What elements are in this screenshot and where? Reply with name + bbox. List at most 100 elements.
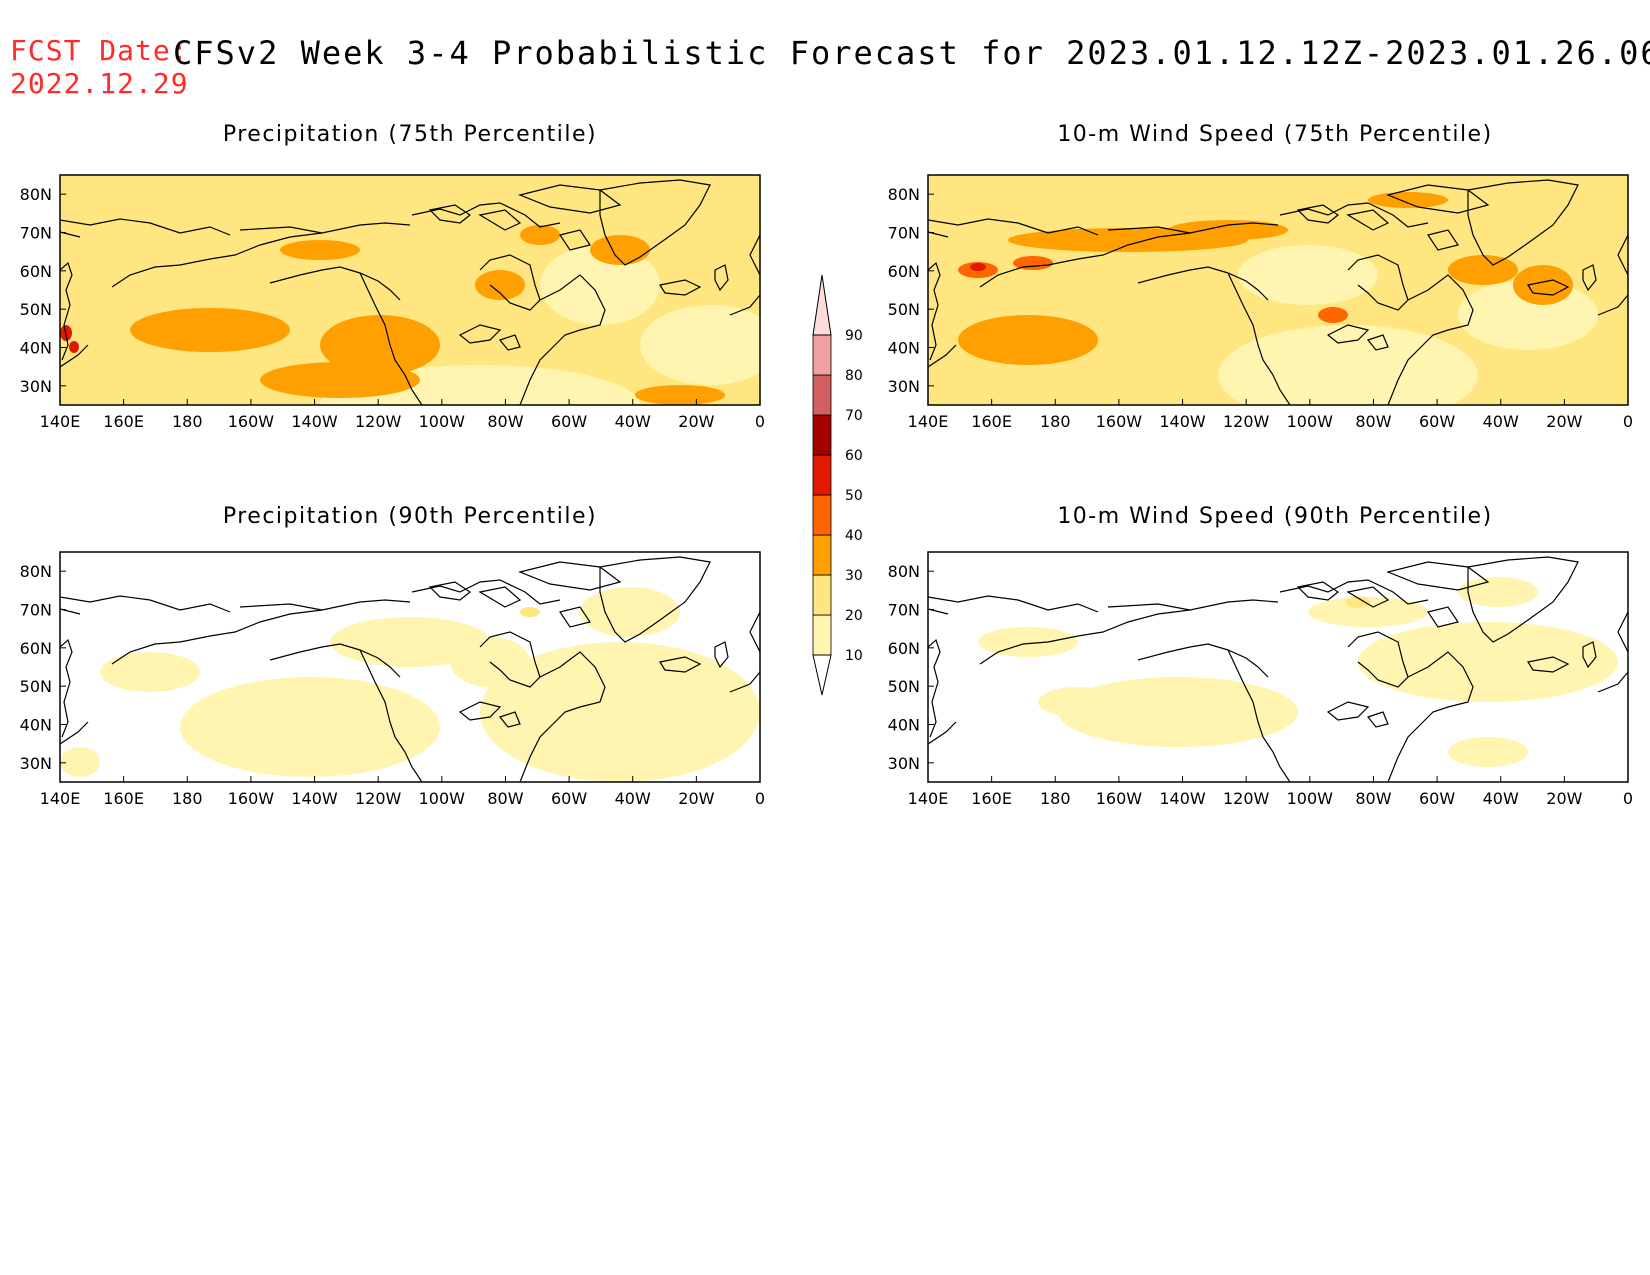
lon-tick-label: 180 xyxy=(172,412,203,431)
lat-tick-label: 50N xyxy=(20,677,52,696)
lon-tick-label: 0 xyxy=(1623,412,1633,431)
lat-tick-label: 50N xyxy=(20,300,52,319)
lon-tick-label: 100W xyxy=(419,412,466,431)
colorbar-label: 10 xyxy=(845,648,863,664)
lon-tick-label: 160E xyxy=(103,789,144,808)
lon-tick-label: 180 xyxy=(172,789,203,808)
lon-tick-label: 180 xyxy=(1040,789,1071,808)
colorbar-swatch xyxy=(812,494,832,536)
lon-tick-label: 60W xyxy=(1419,789,1455,808)
lat-tick-label: 30N xyxy=(20,754,52,773)
lon-tick-label: 80W xyxy=(487,412,523,431)
lon-tick-label: 100W xyxy=(1287,412,1334,431)
lon-tick-label: 60W xyxy=(1419,412,1455,431)
colorbar-label: 20 xyxy=(845,608,863,624)
lon-tick-label: 120W xyxy=(1223,789,1270,808)
fcst-date: 2022.12.29 xyxy=(10,67,189,100)
lat-tick-label: 80N xyxy=(888,185,920,204)
lon-tick-label: 140W xyxy=(1159,789,1206,808)
panel-title-wind-90: 10-m Wind Speed (90th Percentile) xyxy=(1057,504,1493,529)
lat-tick-label: 60N xyxy=(888,262,920,281)
colorbar-swatch xyxy=(812,274,832,336)
map-panel-precip-90: 80N 70N 60N 50N 40N 30N 140E 160E 180 160W 140W 120… xyxy=(20,551,765,808)
colorbar-swatch xyxy=(812,374,832,416)
main-title: CFSv2 Week 3-4 Probabilistic Forecast fo… xyxy=(173,34,1650,72)
map-frame xyxy=(59,551,761,783)
lon-tick-label: 80W xyxy=(1355,789,1391,808)
lat-tick-label: 80N xyxy=(888,562,920,581)
colorbar-label: 60 xyxy=(845,448,863,464)
lat-tick-label: 70N xyxy=(20,224,52,243)
colorbar-swatch xyxy=(812,414,832,456)
lon-tick-label: 160W xyxy=(228,789,275,808)
map-frame xyxy=(927,551,1629,783)
lon-tick-label: 140W xyxy=(291,412,338,431)
lon-tick-label: 140E xyxy=(908,412,949,431)
lat-tick-label: 60N xyxy=(20,639,52,658)
lon-tick-label: 20W xyxy=(678,789,714,808)
lon-tick-label: 160E xyxy=(971,789,1012,808)
panel-title-wind-75: 10-m Wind Speed (75th Percentile) xyxy=(1057,122,1493,147)
lat-tick-label: 60N xyxy=(888,639,920,658)
lat-tick-label: 40N xyxy=(20,339,52,358)
lon-tick-label: 180 xyxy=(1040,412,1071,431)
lat-tick-label: 40N xyxy=(888,339,920,358)
colorbar-swatch xyxy=(812,574,832,616)
lat-tick-label: 30N xyxy=(20,377,52,396)
map-panel-wind-75: 80N 70N 60N 50N 40N 30N 140E 160E 180 160W 140W 120… xyxy=(888,174,1633,431)
lon-tick-label: 100W xyxy=(419,789,466,808)
lat-tick-label: 50N xyxy=(888,677,920,696)
lat-tick-label: 50N xyxy=(888,300,920,319)
lat-tick-label: 70N xyxy=(20,601,52,620)
lon-tick-label: 0 xyxy=(755,789,765,808)
lat-tick-label: 70N xyxy=(888,601,920,620)
colorbar-swatch xyxy=(812,534,832,576)
lon-tick-label: 40W xyxy=(1483,412,1519,431)
lat-tick-label: 60N xyxy=(20,262,52,281)
lon-tick-label: 120W xyxy=(1223,412,1270,431)
lon-tick-label: 120W xyxy=(355,412,402,431)
lon-tick-label: 40W xyxy=(1483,789,1519,808)
lon-tick-label: 140W xyxy=(1159,412,1206,431)
lon-tick-label: 20W xyxy=(678,412,714,431)
lon-tick-label: 160E xyxy=(971,412,1012,431)
map-frame xyxy=(59,174,761,406)
map-panel-precip-75: 80N 70N 60N 50N 40N 30N 140E 160E 180 160W 140W 120… xyxy=(20,174,765,431)
lon-tick-label: 0 xyxy=(1623,789,1633,808)
colorbar-label: 70 xyxy=(845,408,863,424)
lat-tick-label: 80N xyxy=(20,185,52,204)
panel-title-precip-90: Precipitation (90th Percentile) xyxy=(222,504,598,529)
lon-tick-label: 140E xyxy=(908,789,949,808)
lat-tick-label: 80N xyxy=(20,562,52,581)
lon-tick-label: 40W xyxy=(615,412,651,431)
lat-tick-label: 30N xyxy=(888,377,920,396)
fcst-label: FCST Date: xyxy=(10,34,189,67)
lon-tick-label: 120W xyxy=(355,789,402,808)
lon-tick-label: 160E xyxy=(103,412,144,431)
lon-tick-label: 60W xyxy=(551,412,587,431)
lon-tick-label: 100W xyxy=(1287,789,1334,808)
lon-tick-label: 140E xyxy=(40,412,81,431)
lat-tick-label: 70N xyxy=(888,224,920,243)
lon-tick-label: 140E xyxy=(40,789,81,808)
lon-tick-label: 160W xyxy=(1096,789,1143,808)
colorbar-label: 90 xyxy=(845,328,863,344)
lon-tick-label: 80W xyxy=(487,789,523,808)
map-panel-wind-90: 80N 70N 60N 50N 40N 30N 140E 160E 180 160W 140W 120… xyxy=(888,551,1633,808)
map-frame xyxy=(927,174,1629,406)
lon-tick-label: 160W xyxy=(1096,412,1143,431)
lat-tick-label: 30N xyxy=(888,754,920,773)
lon-tick-label: 20W xyxy=(1546,412,1582,431)
lon-tick-label: 20W xyxy=(1546,789,1582,808)
lon-tick-label: 60W xyxy=(551,789,587,808)
colorbar-swatch xyxy=(812,654,832,696)
lat-tick-label: 40N xyxy=(20,716,52,735)
lon-tick-label: 0 xyxy=(755,412,765,431)
lon-tick-label: 160W xyxy=(228,412,275,431)
colorbar-label: 80 xyxy=(845,368,863,384)
colorbar-swatch xyxy=(812,334,832,376)
lat-tick-label: 40N xyxy=(888,716,920,735)
colorbar: 10 20 30 40 50 60 70 80 90 xyxy=(812,274,863,696)
lon-tick-label: 80W xyxy=(1355,412,1391,431)
